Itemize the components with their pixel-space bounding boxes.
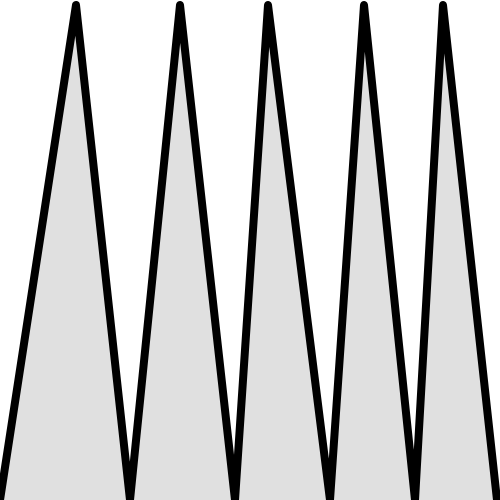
spike-fill-4 (330, 5, 415, 500)
spike-fill-2 (130, 5, 235, 500)
spike-fill-1 (0, 0, 130, 500)
spike-fill-3 (235, 5, 330, 500)
